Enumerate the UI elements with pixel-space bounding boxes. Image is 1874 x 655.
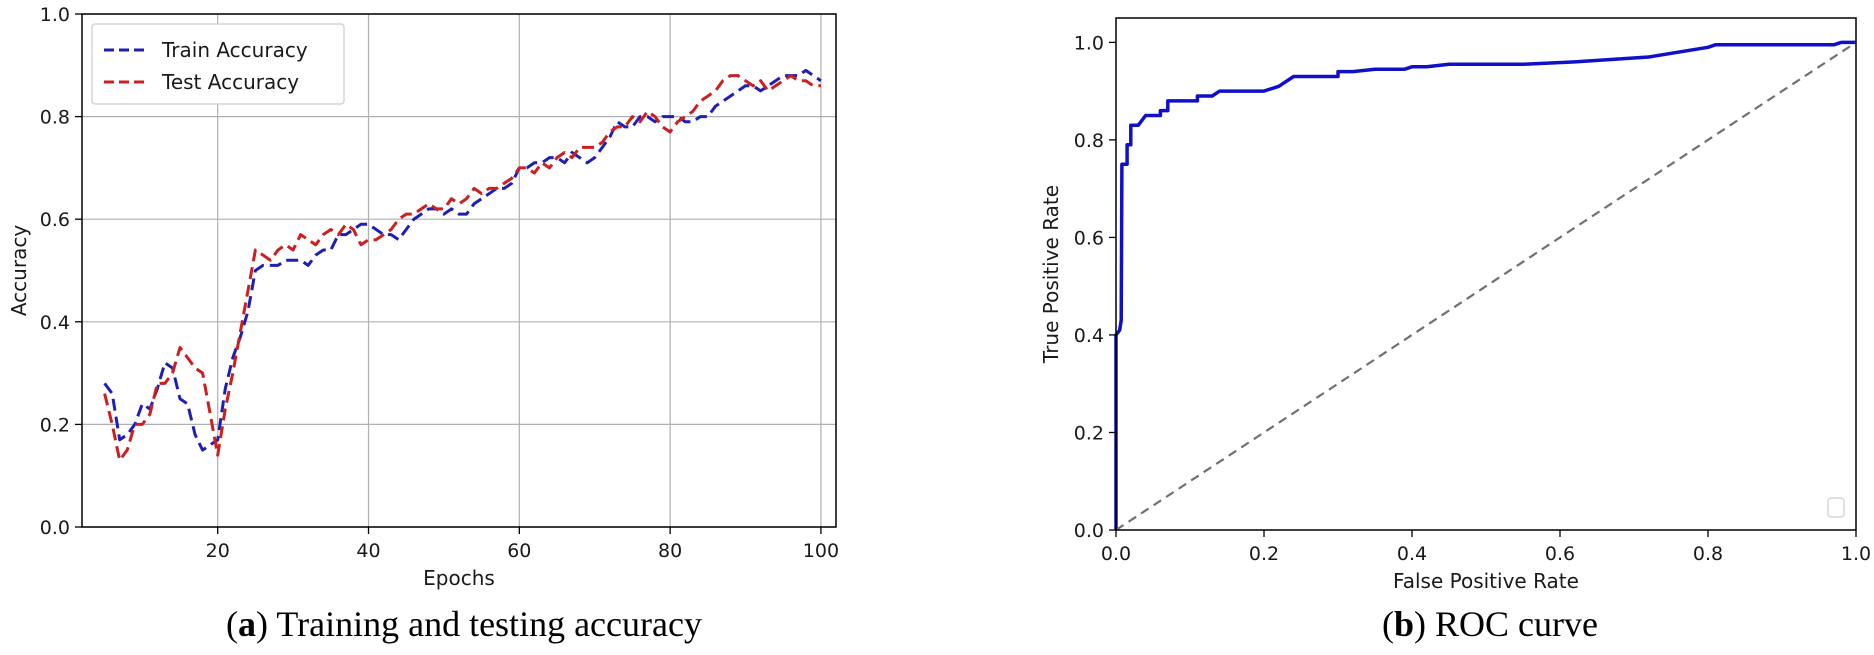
roc-chart: 0.0 0.2 0.4 0.6 0.8 1.0 0.0 0.2 0.4 0.6 0.8 1.0 Fal… (1039, 17, 1871, 644)
accuracy-chart: 20 40 60 80 100 0.0 0.2 0.4 0.6 0.8 1.0 Epochs Acc… (7, 4, 839, 644)
accuracy-y-axis-label: Accuracy (7, 225, 31, 316)
y-tick-label: 0.2 (1074, 422, 1104, 444)
caption-b: (b) ROC curve (1382, 604, 1598, 644)
accuracy-plot-frame (81, 13, 837, 528)
x-tick-label: 0.4 (1397, 543, 1427, 565)
x-tick-label: 0.8 (1693, 543, 1723, 565)
roc-curve-line (1114, 40, 1856, 530)
x-tick-label: 1.0 (1841, 543, 1871, 565)
roc-plot-frame (1115, 17, 1857, 531)
x-tick-label: 100 (803, 540, 839, 562)
y-tick-label: 0.6 (1074, 227, 1104, 249)
roc-y-axis-label: True Positive Rate (1039, 185, 1063, 364)
x-tick-label: 20 (206, 540, 230, 562)
test-accuracy-line (103, 74, 821, 462)
train-accuracy-line (103, 68, 822, 452)
y-tick-label: 0.2 (40, 414, 70, 436)
y-tick-label: 0.4 (40, 312, 70, 334)
y-tick-label: 0.6 (40, 209, 70, 231)
accuracy-legend-box (91, 23, 345, 105)
y-tick-label: 0.0 (40, 517, 70, 539)
caption-a: (a) Training and testing accuracy (226, 604, 702, 644)
caption-a-text: Training and testing accuracy (268, 604, 702, 644)
x-tick-label: 60 (507, 540, 531, 562)
caption-a-letter: a (238, 604, 256, 644)
y-tick-label: 1.0 (40, 4, 70, 26)
x-tick-label: 0.2 (1249, 543, 1279, 565)
y-tick-label: 1.0 (1074, 32, 1104, 54)
x-tick-label: 40 (356, 540, 380, 562)
y-tick-label: 0.0 (1074, 520, 1104, 542)
roc-series (1114, 40, 1857, 531)
caption-b-text: ROC curve (1426, 604, 1598, 644)
caption-b-letter: b (1394, 604, 1414, 644)
accuracy-series (103, 68, 822, 462)
accuracy-x-axis-label: Epochs (423, 566, 495, 590)
y-tick-label: 0.4 (1074, 325, 1104, 347)
x-tick-label: 0.6 (1545, 543, 1575, 565)
legend-train-label: Train Accuracy (161, 38, 308, 62)
roc-x-axis-label: False Positive Rate (1393, 569, 1579, 593)
x-tick-label: 80 (658, 540, 682, 562)
roc-ticks: 0.0 0.2 0.4 0.6 0.8 1.0 0.0 0.2 0.4 0.6 0.8 1.0 (1074, 32, 1871, 565)
y-tick-label: 0.8 (1074, 130, 1104, 152)
chance-diagonal-line (1115, 41, 1857, 531)
accuracy-legend: Train Accuracy Test Accuracy (91, 23, 345, 105)
y-tick-label: 0.8 (40, 107, 70, 129)
x-tick-label: 0.0 (1101, 543, 1131, 565)
accuracy-ticks: 20 40 60 80 100 0.0 0.2 0.4 0.6 0.8 1.0 (40, 4, 839, 562)
roc-legend-box (1827, 497, 1845, 518)
legend-test-label: Test Accuracy (161, 70, 299, 94)
